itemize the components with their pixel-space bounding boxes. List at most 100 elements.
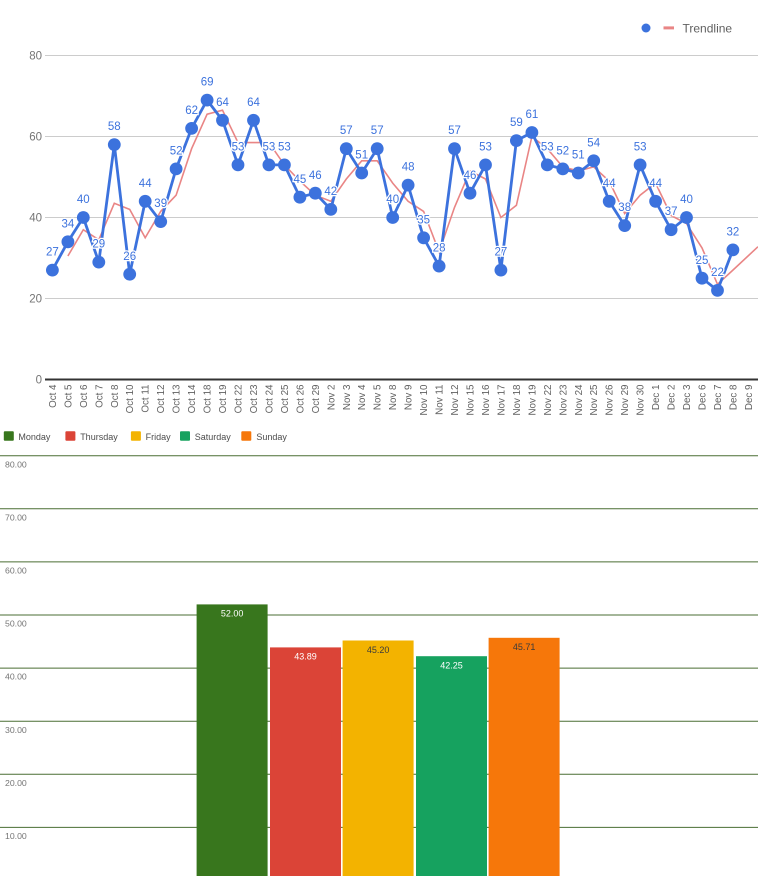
svg-text:53: 53 [634,142,647,154]
svg-text:Nov 26: Nov 26 [605,384,616,416]
svg-text:70.00: 70.00 [5,512,27,522]
svg-text:53: 53 [479,142,492,154]
svg-text:Oct 4: Oct 4 [48,384,59,408]
svg-text:42.25: 42.25 [440,661,463,671]
svg-text:22: 22 [711,267,724,279]
svg-text:Trendline: Trendline [683,21,733,35]
svg-text:Nov 23: Nov 23 [558,384,569,416]
svg-text:64: 64 [216,97,229,109]
svg-text:Nov 15: Nov 15 [466,384,477,416]
svg-text:Oct 8: Oct 8 [110,384,121,408]
svg-text:52: 52 [556,146,569,158]
svg-text:Oct 11: Oct 11 [141,385,152,413]
svg-text:52: 52 [170,146,183,158]
svg-text:40: 40 [386,194,399,206]
svg-text:Oct 23: Oct 23 [249,384,260,413]
svg-text:Nov 29: Nov 29 [620,385,631,416]
svg-text:Oct 14: Oct 14 [187,384,198,413]
svg-text:0: 0 [36,375,42,387]
svg-text:35: 35 [417,214,430,226]
svg-text:27: 27 [46,247,59,259]
svg-text:50.00: 50.00 [5,619,27,629]
svg-text:53: 53 [263,142,276,154]
svg-text:Nov 24: Nov 24 [574,384,585,416]
svg-text:Nov 8: Nov 8 [388,384,399,410]
svg-text:40.00: 40.00 [5,672,27,682]
svg-text:37: 37 [665,206,678,218]
svg-text:Nov 11: Nov 11 [435,385,446,415]
svg-text:46: 46 [309,170,322,182]
svg-text:Oct 18: Oct 18 [203,384,214,413]
svg-text:Nov 3: Nov 3 [342,384,353,410]
svg-text:20.00: 20.00 [5,778,27,788]
svg-text:Thursday: Thursday [80,432,118,442]
svg-text:Oct 12: Oct 12 [156,385,167,414]
svg-text:20: 20 [29,294,42,306]
svg-text:45.20: 45.20 [367,645,390,655]
svg-text:54: 54 [587,137,600,149]
svg-text:Dec 8: Dec 8 [728,384,739,410]
svg-text:51: 51 [355,150,368,162]
svg-text:Nov 2: Nov 2 [326,385,337,411]
svg-text:Dec 9: Dec 9 [744,385,755,411]
svg-text:32: 32 [727,227,740,239]
svg-text:Oct 19: Oct 19 [218,385,229,414]
svg-text:62: 62 [185,105,198,117]
svg-text:46: 46 [464,170,477,182]
svg-text:58: 58 [108,121,121,133]
svg-text:42: 42 [324,186,337,198]
svg-text:Nov 25: Nov 25 [589,384,600,416]
svg-text:39: 39 [154,198,167,210]
svg-text:Oct 13: Oct 13 [172,384,183,413]
svg-text:30.00: 30.00 [5,725,27,735]
svg-text:43.89: 43.89 [294,652,317,662]
svg-text:40: 40 [29,213,42,225]
svg-text:40: 40 [77,194,90,206]
svg-text:Nov 10: Nov 10 [419,384,430,416]
svg-text:52.00: 52.00 [221,609,244,619]
svg-text:Dec 2: Dec 2 [667,385,678,411]
svg-text:Dec 6: Dec 6 [698,384,709,410]
svg-text:Nov 9: Nov 9 [404,385,415,411]
svg-text:34: 34 [62,218,75,230]
svg-text:Oct 5: Oct 5 [63,384,74,408]
svg-text:Friday: Friday [146,432,172,442]
svg-text:Dec 3: Dec 3 [682,384,693,410]
svg-text:Nov 17: Nov 17 [496,385,507,416]
svg-text:Dec 7: Dec 7 [713,385,724,411]
svg-text:Oct 22: Oct 22 [234,385,245,414]
svg-text:38: 38 [618,202,631,214]
svg-text:27: 27 [495,247,508,259]
svg-text:44: 44 [603,178,616,190]
svg-text:53: 53 [278,142,291,154]
svg-text:64: 64 [247,97,260,109]
svg-text:Nov 5: Nov 5 [373,384,384,410]
svg-text:60: 60 [29,132,42,144]
svg-text:60.00: 60.00 [5,566,27,576]
svg-text:57: 57 [448,125,461,137]
svg-text:Monday: Monday [18,432,51,442]
svg-text:59: 59 [510,117,523,129]
svg-text:61: 61 [526,109,539,121]
svg-text:53: 53 [232,142,245,154]
svg-text:Saturday: Saturday [195,432,232,442]
svg-text:Nov 12: Nov 12 [450,385,461,416]
svg-text:29: 29 [92,239,105,251]
svg-text:53: 53 [541,142,554,154]
svg-text:Nov 19: Nov 19 [527,385,538,416]
svg-text:Nov 30: Nov 30 [636,384,647,416]
svg-text:69: 69 [201,77,214,89]
svg-text:Dec 1: Dec 1 [651,385,662,411]
svg-text:40: 40 [680,194,693,206]
svg-text:80: 80 [29,51,42,63]
svg-text:28: 28 [433,243,446,255]
svg-text:25: 25 [696,255,709,267]
svg-text:Sunday: Sunday [256,432,287,442]
svg-text:45.71: 45.71 [513,642,536,652]
svg-text:Oct 7: Oct 7 [94,385,105,408]
svg-text:Oct 29: Oct 29 [311,385,322,414]
svg-text:48: 48 [402,162,415,174]
svg-text:Nov 18: Nov 18 [512,384,523,416]
svg-text:Oct 25: Oct 25 [280,384,291,413]
svg-text:Nov 22: Nov 22 [543,385,554,416]
